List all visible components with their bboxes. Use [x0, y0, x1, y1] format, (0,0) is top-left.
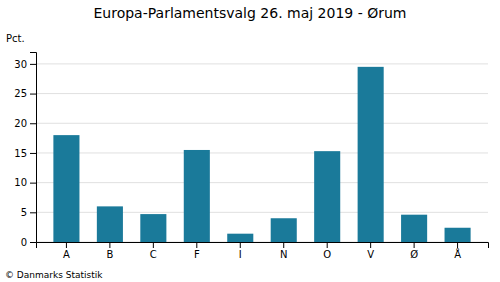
x-axis: ABCFINOVØÅ	[37, 242, 489, 260]
x-tick-mark	[370, 242, 371, 248]
bars	[53, 67, 470, 242]
bar	[314, 151, 340, 242]
x-tick-mark	[153, 242, 154, 248]
x-tick-mark	[66, 242, 67, 248]
bar	[271, 218, 297, 242]
title: Europa-Parlamentsvalg 26. maj 2019 - Øru…	[93, 5, 406, 21]
bar	[358, 67, 384, 242]
x-tick: I	[239, 242, 242, 260]
y-tick-mark	[30, 64, 36, 65]
x-tick: V	[367, 242, 374, 260]
x-tick-mark	[196, 242, 197, 248]
grid-line	[36, 63, 488, 64]
x-tick-mark	[327, 242, 328, 248]
bar	[227, 234, 253, 242]
grid-line	[36, 93, 488, 94]
x-tick-mark	[109, 242, 110, 248]
y-tick: 10	[14, 177, 36, 188]
y-tick-label: 5	[21, 207, 27, 218]
x-tick-label: Å	[454, 248, 461, 260]
x-tick-label: V	[367, 249, 374, 260]
y-tick-mark	[30, 183, 36, 184]
x-tick-label: Ø	[410, 249, 418, 260]
y-tick: 0	[21, 237, 36, 248]
y-tick: 15	[14, 148, 36, 159]
grid-line	[36, 182, 488, 183]
y-tick-mark	[30, 94, 36, 95]
x-tick-mark	[283, 242, 284, 248]
x-tick: C	[150, 242, 157, 260]
bar	[184, 150, 210, 242]
y-axis: 0 5 10 15 20 25 30	[14, 53, 36, 248]
y-tick-label: 20	[14, 118, 27, 129]
x-tick-label: C	[150, 249, 157, 260]
x-tick-mark	[414, 242, 415, 248]
x-tick-label: B	[106, 249, 113, 260]
x-tick-label: O	[323, 249, 331, 260]
x-tick: B	[106, 242, 113, 260]
y-tick: 5	[21, 207, 36, 218]
x-tick: Ø	[410, 242, 418, 260]
bar	[140, 214, 166, 242]
x-tick: Å	[454, 242, 461, 260]
y-tick: 25	[14, 88, 36, 99]
x-tick-label: A	[63, 249, 70, 260]
plot: 0 5 10 15 20 25 30 A B C F I N O V Ø Å	[14, 53, 488, 261]
y-tick-label: 0	[21, 237, 27, 248]
x-tick-label: N	[280, 249, 287, 260]
y-tick-mark	[30, 123, 36, 124]
x-tick: N	[280, 242, 287, 260]
bar	[401, 215, 427, 242]
bar	[53, 135, 79, 242]
x-tick: F	[194, 242, 200, 260]
bar	[445, 228, 471, 242]
x-tick-mark	[240, 242, 241, 248]
y-tick-mark	[30, 153, 36, 154]
y-tick-label: 25	[14, 88, 27, 99]
y-tick-label: 30	[14, 59, 27, 70]
chart: Europa-Parlamentsvalg 26. maj 2019 - Øru…	[0, 0, 500, 282]
y-tick-mark	[30, 212, 36, 213]
y-tick-label: 15	[14, 148, 27, 159]
x-tick-mark	[457, 242, 458, 248]
y-axis-line	[30, 53, 37, 243]
x-tick-label: I	[239, 249, 242, 260]
bar	[97, 206, 123, 242]
y-tick-label: 10	[14, 177, 27, 188]
grid	[36, 64, 488, 242]
grid-line	[36, 123, 488, 124]
footer: © Danmarks Statistik	[5, 270, 103, 280]
x-tick: O	[323, 242, 331, 260]
x-tick-label: F	[194, 249, 200, 260]
y-label: Pct.	[6, 33, 25, 44]
y-tick: 30	[14, 59, 36, 70]
grid-line	[36, 152, 488, 153]
x-axis-line	[37, 243, 489, 249]
x-tick: A	[63, 242, 70, 260]
y-tick-mark	[30, 242, 36, 243]
y-tick: 20	[14, 118, 36, 129]
